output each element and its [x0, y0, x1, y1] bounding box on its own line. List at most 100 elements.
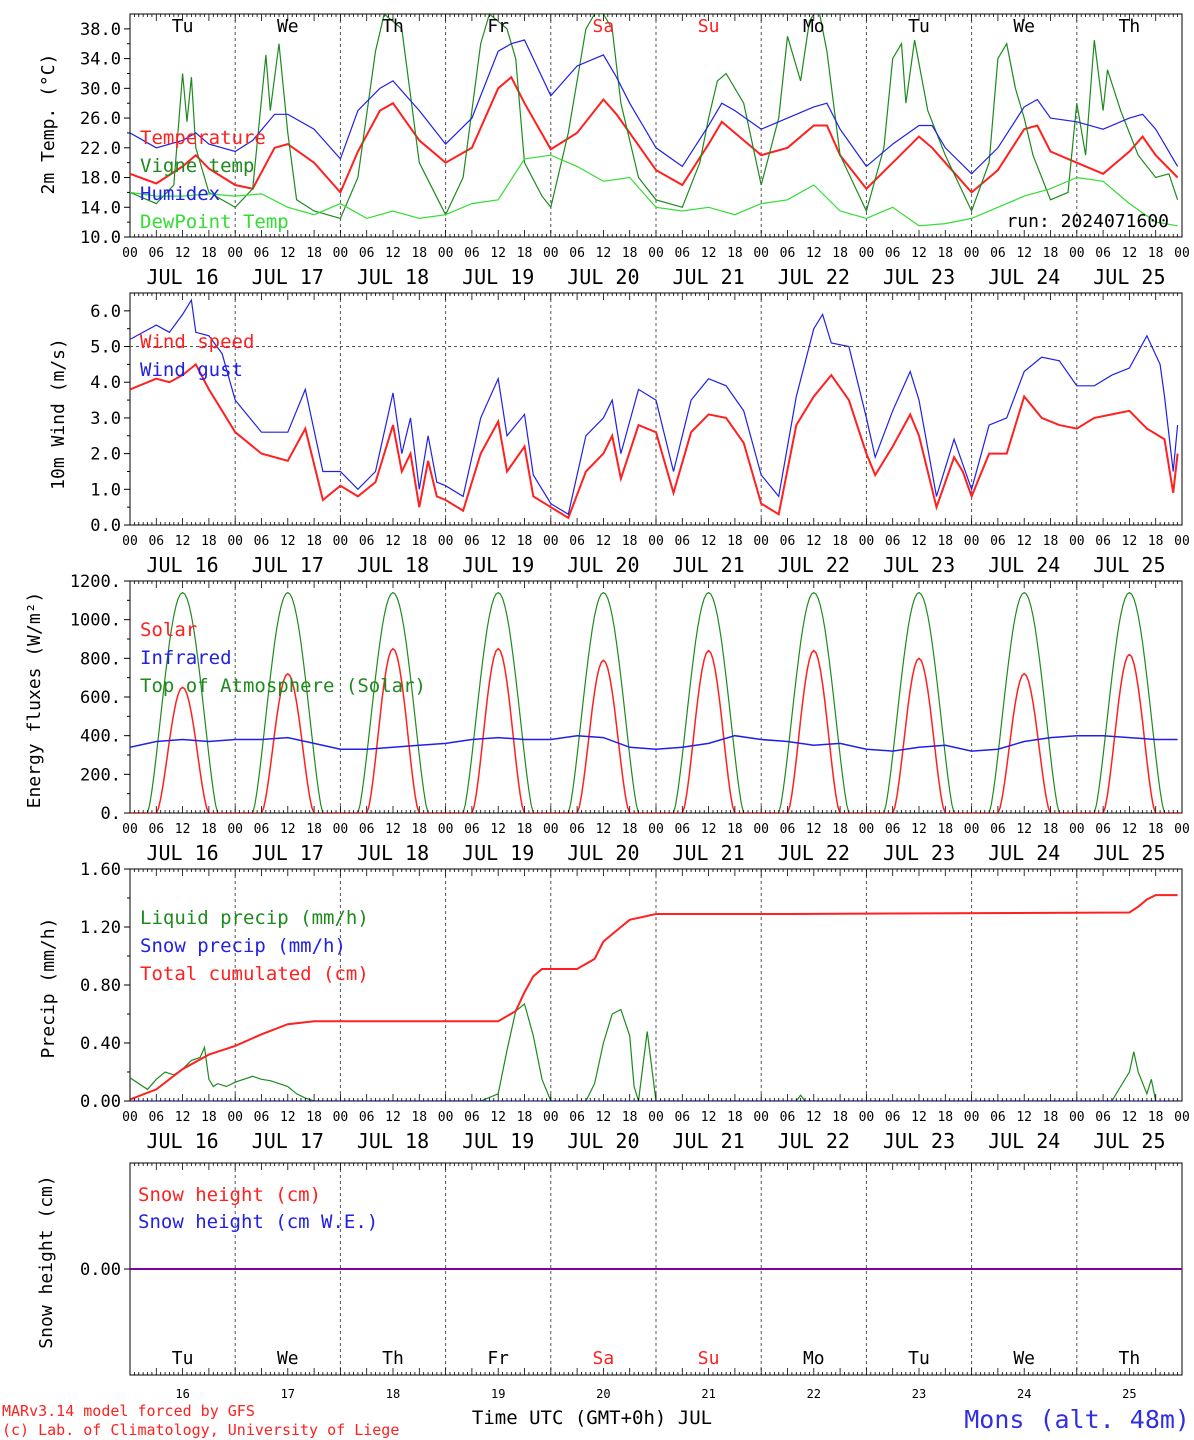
hour-tick-label: 12 — [701, 246, 717, 261]
y-tick-label: 18.0 — [80, 169, 121, 189]
date-label: JUL 24 — [988, 1129, 1060, 1153]
hour-tick-label: 06 — [780, 246, 796, 261]
weekday-label: Tu — [172, 16, 194, 37]
hour-tick-label: 12 — [175, 1110, 191, 1125]
hour-tick-label: 06 — [990, 822, 1006, 837]
y-tick-label: 10.0 — [80, 228, 121, 248]
hour-tick-label: 12 — [385, 1110, 401, 1125]
hour-tick-label: 12 — [806, 822, 822, 837]
y-tick-label: 38.0 — [80, 20, 121, 40]
hour-tick-label: 00 — [438, 1110, 454, 1125]
date-label: JUL 17 — [252, 1129, 324, 1153]
day-number-label: 21 — [701, 1387, 715, 1401]
station-label: Mons (alt. 48m) — [964, 1405, 1190, 1434]
hour-tick-label: 00 — [1069, 534, 1085, 549]
hour-tick-label: 06 — [674, 246, 690, 261]
y-tick-label: 0.80 — [80, 976, 121, 996]
date-label: JUL 20 — [567, 1129, 639, 1153]
hour-tick-label: 18 — [937, 822, 953, 837]
weekday-label: We — [1013, 16, 1035, 37]
legend-liquid-precip: Liquid precip (mm/h) — [140, 907, 369, 929]
hour-tick-label: 12 — [280, 1110, 296, 1125]
date-label: JUL 21 — [672, 265, 744, 289]
snow-ylabel: Snow height (cm) — [36, 1175, 57, 1348]
hour-tick-label: 06 — [569, 1110, 585, 1125]
solar-line — [130, 647, 1182, 813]
hour-tick-label: 00 — [227, 246, 243, 261]
legend-solar: Solar — [140, 619, 197, 641]
hour-tick-label: 18 — [622, 534, 638, 549]
weekday-label: We — [1013, 1348, 1035, 1369]
hour-tick-label: 18 — [1043, 246, 1059, 261]
legend-wind-gust: Wind gust — [140, 359, 243, 381]
wind-speed-line — [130, 362, 1179, 520]
hour-tick-label: 06 — [780, 534, 796, 549]
hour-tick-label: 00 — [122, 534, 138, 549]
hour-tick-label: 00 — [333, 534, 349, 549]
date-label: JUL 18 — [357, 553, 429, 577]
hour-tick-label: 06 — [990, 534, 1006, 549]
weekday-label: Tu — [908, 1348, 930, 1369]
weekday-label: Th — [382, 16, 404, 37]
hour-tick-label: 12 — [701, 822, 717, 837]
hour-tick-label: 06 — [359, 1110, 375, 1125]
hour-tick-label: 12 — [280, 534, 296, 549]
hour-tick-label: 00 — [1069, 822, 1085, 837]
weekday-label: Su — [698, 1348, 720, 1369]
hour-tick-label: 12 — [280, 822, 296, 837]
vigne-temp-line — [130, 14, 1179, 220]
y-tick-label: 6.0 — [90, 302, 121, 322]
date-label: JUL 25 — [1093, 265, 1165, 289]
day-number-label: 17 — [281, 1387, 295, 1401]
date-label: JUL 16 — [146, 265, 218, 289]
hour-tick-label: 00 — [122, 822, 138, 837]
hour-tick-label: 00 — [1069, 246, 1085, 261]
hour-tick-label: 06 — [1095, 246, 1111, 261]
hour-tick-label: 12 — [911, 822, 927, 837]
hour-tick-label: 12 — [490, 822, 506, 837]
y-tick-label: 1200. — [70, 572, 121, 592]
y-tick-label: 4.0 — [90, 373, 121, 393]
hour-tick-label: 00 — [227, 534, 243, 549]
hour-tick-label: 06 — [148, 534, 164, 549]
hour-tick-label: 00 — [859, 1110, 875, 1125]
hour-tick-label: 12 — [1122, 822, 1138, 837]
temperature-panel: 10.0 14.0 18.0 22.0 26.0 30.0 34.0 38.0 00 06 12 18… — [38, 13, 1190, 289]
date-label: JUL 20 — [567, 553, 639, 577]
temperature-line — [130, 75, 1179, 195]
hour-tick-label: 00 — [859, 822, 875, 837]
hour-tick-label: 06 — [1095, 822, 1111, 837]
hour-tick-label: 06 — [359, 246, 375, 261]
date-label: JUL 23 — [883, 1129, 955, 1153]
hour-tick-label: 00 — [753, 1110, 769, 1125]
day-number-label: 23 — [912, 1387, 926, 1401]
hour-tick-label: 00 — [543, 822, 559, 837]
date-label: JUL 24 — [988, 841, 1060, 865]
y-tick-label: 1.60 — [80, 860, 121, 880]
hour-tick-label: 12 — [806, 1110, 822, 1125]
y-tick-label: 2.0 — [90, 445, 121, 465]
hour-tick-label: 18 — [1043, 1110, 1059, 1125]
hour-tick-label: 00 — [648, 822, 664, 837]
hour-tick-label: 12 — [596, 822, 612, 837]
hour-tick-label: 06 — [148, 246, 164, 261]
hour-tick-label: 06 — [148, 822, 164, 837]
total-cumulated-cm--line — [130, 894, 1178, 1101]
hour-tick-label: 00 — [1069, 1110, 1085, 1125]
hour-tick-label: 12 — [175, 534, 191, 549]
weekday-label: Fr — [487, 1348, 509, 1369]
date-label: JUL 18 — [357, 1129, 429, 1153]
hour-tick-label: 00 — [227, 822, 243, 837]
weekday-label: Sa — [593, 1348, 615, 1369]
hour-tick-label: 12 — [385, 246, 401, 261]
hour-tick-label: 00 — [122, 246, 138, 261]
hour-tick-label: 12 — [1016, 1110, 1032, 1125]
hour-tick-label: 06 — [990, 1110, 1006, 1125]
hour-tick-label: 00 — [648, 1110, 664, 1125]
hour-tick-label: 06 — [254, 246, 270, 261]
weekday-label: Mo — [803, 16, 825, 37]
hour-tick-label: 12 — [911, 246, 927, 261]
hour-tick-label: 06 — [464, 1110, 480, 1125]
date-label: JUL 18 — [357, 841, 429, 865]
